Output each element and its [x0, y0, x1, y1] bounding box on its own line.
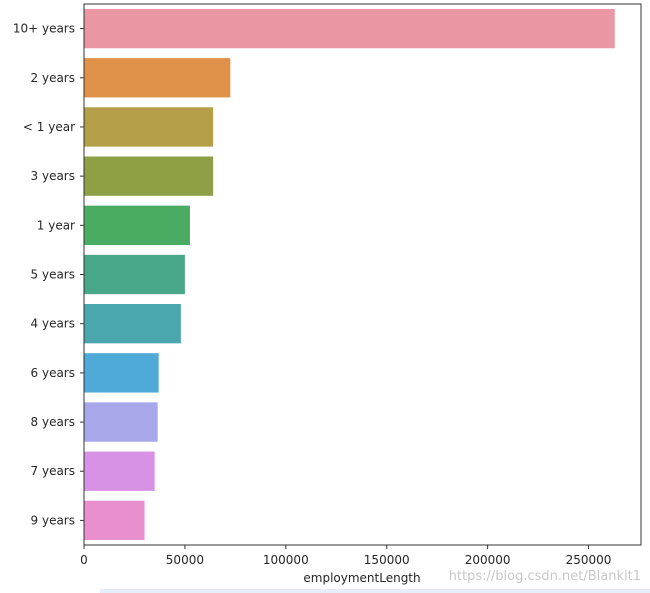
y-tick-label: 5 years: [31, 268, 75, 282]
bars-group: [84, 8, 615, 541]
bottom-strip: [100, 589, 650, 593]
y-tick-label: 2 years: [31, 71, 75, 85]
x-tick-label: 50000: [166, 553, 204, 567]
bar: [84, 304, 181, 344]
watermark-text: https://blog.csdn.net/Blankit1: [449, 569, 641, 584]
x-axis-label: employmentLength: [303, 571, 420, 585]
x-axis-ticks: 0 50000 100000 150000 200000 250000: [80, 545, 611, 567]
bar: [84, 353, 159, 393]
y-tick-label: < 1 year: [23, 120, 75, 134]
bar: [84, 58, 231, 98]
y-tick-label: 4 years: [31, 317, 75, 331]
bar: [84, 107, 214, 147]
bar: [84, 8, 615, 49]
y-tick-label: 3 years: [31, 169, 75, 183]
bar: [84, 451, 155, 491]
y-tick-label: 7 years: [31, 464, 75, 478]
bar: [84, 402, 158, 442]
y-tick-label: 1 year: [37, 218, 75, 232]
y-tick-label: 6 years: [31, 366, 75, 380]
bar: [84, 205, 190, 245]
bar: [84, 500, 145, 541]
y-tick-label: 8 years: [31, 415, 75, 429]
x-tick-label: 100000: [263, 553, 309, 567]
x-tick-label: 0: [80, 553, 88, 567]
bar: [84, 156, 214, 196]
bar: [84, 254, 185, 295]
x-tick-label: 250000: [566, 553, 612, 567]
x-tick-label: 150000: [364, 553, 410, 567]
x-tick-label: 200000: [465, 553, 511, 567]
y-axis-ticks: 10+ years 2 years < 1 year 3 years 1 year 5 y…: [13, 22, 84, 527]
y-tick-label: 10+ years: [13, 22, 75, 36]
plot-frame: [83, 3, 642, 546]
y-tick-label: 9 years: [31, 513, 75, 527]
